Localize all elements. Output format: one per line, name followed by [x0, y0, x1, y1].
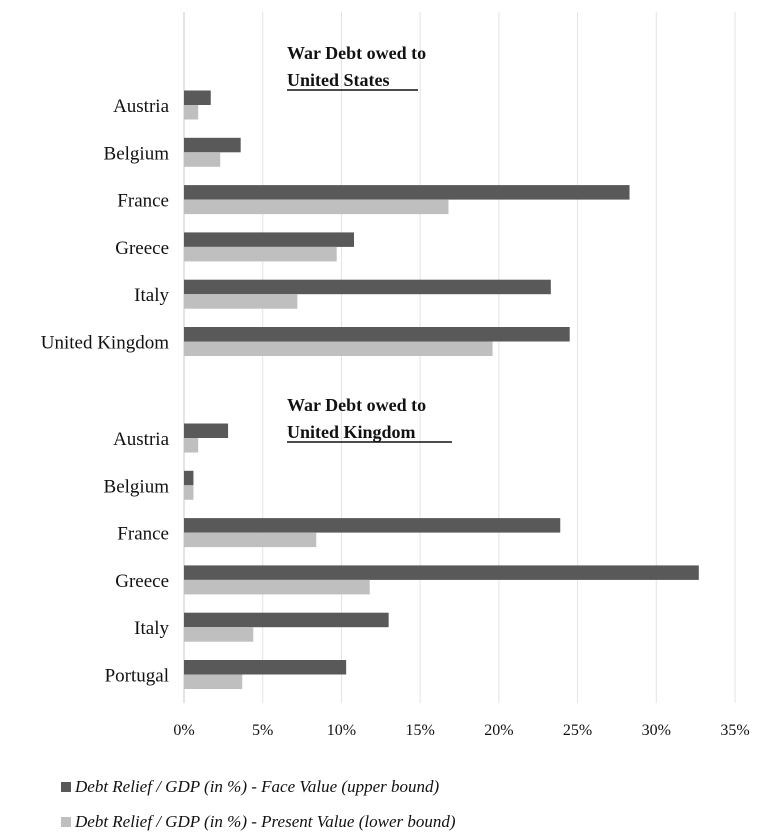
category-label-uk-greece: Greece	[115, 571, 169, 592]
x-tick-label-5pct: 5%	[252, 722, 273, 739]
category-label-uk-portugal: Portugal	[105, 666, 169, 687]
bar-present-value-uk-france	[184, 532, 317, 548]
bar-present-value-us-greece	[184, 246, 337, 262]
category-label-us-greece: Greece	[115, 238, 169, 259]
bar-face-value-uk-austria	[184, 423, 229, 438]
category-label-uk-austria: Austria	[113, 429, 170, 450]
legend-swatch-present-value	[61, 817, 71, 827]
bar-present-value-us-france	[184, 199, 449, 215]
bar-face-value-us-austria	[184, 90, 211, 105]
bar-present-value-uk-austria	[184, 438, 199, 453]
group-titles: War Debt owed to United States War Debt …	[287, 43, 452, 443]
bars-layer	[184, 90, 699, 689]
bar-present-value-uk-portugal	[184, 674, 243, 689]
bar-present-value-us-italy	[184, 294, 298, 309]
bar-present-value-uk-belgium	[184, 485, 194, 500]
x-tick-label-35pct: 35%	[720, 722, 749, 739]
group-title-us-line1: War Debt owed to	[287, 43, 426, 63]
bar-face-value-us-united-kingdom	[184, 327, 570, 342]
bar-face-value-us-france	[184, 185, 630, 200]
bar-present-value-us-united-kingdom	[184, 341, 493, 356]
x-tick-label-0pct: 0%	[173, 722, 194, 739]
bar-face-value-uk-france	[184, 518, 561, 533]
x-tick-label-30pct: 30%	[642, 722, 671, 739]
category-label-uk-belgium: Belgium	[104, 476, 170, 497]
category-label-us-austria: Austria	[113, 96, 170, 117]
legend-label-face-value: Debt Relief / GDP (in %) - Face Value (u…	[74, 777, 439, 796]
legend-swatch-face-value	[61, 782, 71, 792]
x-tick-label-20pct: 20%	[484, 722, 513, 739]
bar-present-value-uk-greece	[184, 579, 370, 595]
x-axis-ticks: 0% 5% 10% 15% 20% 25% 30% 35%	[173, 722, 749, 739]
group-title-us-line2: United States	[287, 70, 390, 90]
bar-face-value-uk-portugal	[184, 660, 347, 675]
bar-face-value-uk-greece	[184, 565, 699, 580]
category-label-us-france: France	[117, 191, 169, 212]
bar-face-value-us-belgium	[184, 137, 241, 153]
bar-face-value-uk-italy	[184, 612, 389, 628]
category-label-us-belgium: Belgium	[104, 143, 170, 164]
category-label-uk-italy: Italy	[134, 618, 169, 639]
labels-layer: Austria Belgium France Greece Italy United Ki…	[41, 96, 170, 687]
category-label-uk-france: France	[117, 524, 169, 545]
bar-present-value-us-austria	[184, 105, 199, 120]
bar-face-value-us-italy	[184, 279, 551, 295]
bar-face-value-us-greece	[184, 232, 355, 247]
group-title-uk-line2: United Kingdom	[287, 422, 416, 442]
bar-face-value-uk-belgium	[184, 470, 194, 486]
bar-present-value-uk-italy	[184, 627, 254, 642]
bar-present-value-us-belgium	[184, 152, 221, 167]
category-label-us-united-kingdom: United Kingdom	[41, 333, 169, 354]
legend-label-present-value: Debt Relief / GDP (in %) - Present Value…	[74, 812, 456, 831]
group-title-uk-line1: War Debt owed to	[287, 395, 426, 415]
x-tick-label-10pct: 10%	[327, 722, 356, 739]
x-tick-label-25pct: 25%	[563, 722, 592, 739]
x-tick-label-15pct: 15%	[405, 722, 434, 739]
category-label-us-italy: Italy	[134, 285, 169, 306]
legend: Debt Relief / GDP (in %) - Face Value (u…	[61, 777, 456, 831]
grid-layer	[183, 12, 736, 703]
